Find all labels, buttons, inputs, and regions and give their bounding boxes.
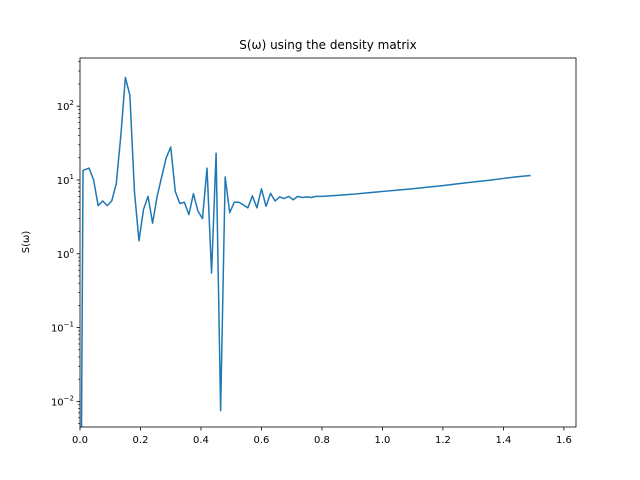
x-tick-label: 0.8 bbox=[314, 435, 330, 446]
y-axis-label: S(ω) bbox=[21, 231, 32, 254]
y-tick-label: 102 bbox=[57, 99, 74, 113]
x-tick-label: 1.4 bbox=[495, 435, 511, 446]
x-tick-label: 0.2 bbox=[133, 435, 149, 446]
axes-frame bbox=[79, 57, 577, 428]
x-tick-label: 1.6 bbox=[556, 435, 572, 446]
chart-title: S(ω) using the density matrix bbox=[239, 38, 417, 52]
x-tick-label: 0.4 bbox=[193, 435, 209, 446]
x-tick-label: 0.0 bbox=[72, 435, 88, 446]
x-tick-label: 1.0 bbox=[374, 435, 390, 446]
y-tick-label: 100 bbox=[57, 247, 74, 261]
plot-area: 0.0 0.2 0.4 0.6 0.8 1.0 1.2 1.4 1.6 10−2 10−1 100 10… bbox=[51, 57, 577, 446]
series-line bbox=[80, 76, 531, 428]
y-tick-label: 10−1 bbox=[51, 321, 74, 335]
y-tick-label: 101 bbox=[57, 173, 74, 187]
x-tick-label: 1.2 bbox=[435, 435, 451, 446]
x-tick-label: 0.6 bbox=[254, 435, 270, 446]
y-tick-label: 10−2 bbox=[51, 394, 74, 408]
